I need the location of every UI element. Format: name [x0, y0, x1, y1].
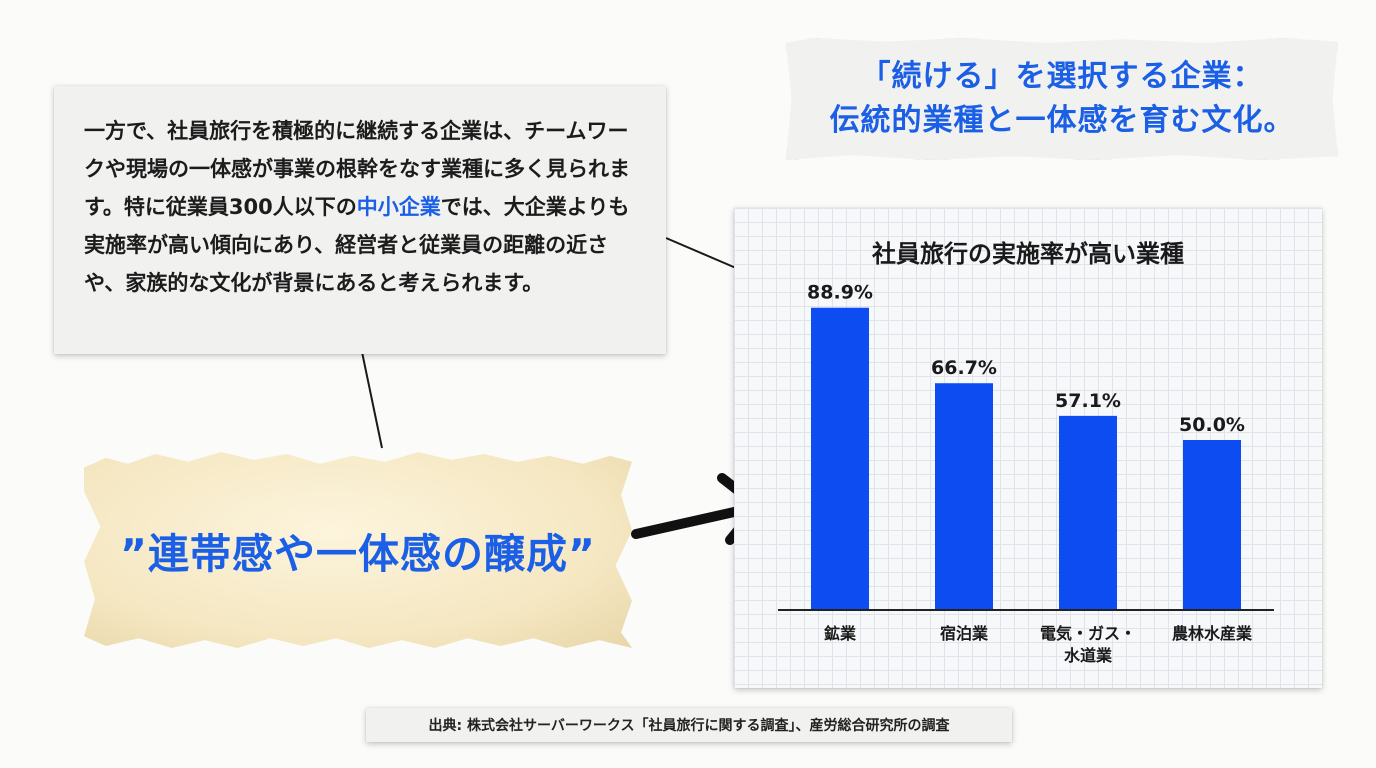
source-note: 出典: 株式会社サーバーワークス「社員旅行に関する調査」、産労総合研究所の調査: [366, 708, 1012, 742]
category-label-2: 宿泊業: [940, 624, 989, 643]
description-card: 一方で、社員旅行を積極的に継続する企業は、チームワークや現場の一体感が事業の根幹…: [54, 86, 666, 354]
data-label-1: 88.9%: [807, 282, 873, 304]
bar-chart: 社員旅行の実施率が高い業種 88.9% 鉱業 66.7% 宿泊業 57.1% 電気・ガス・水…: [778, 240, 1274, 665]
category-label-3-line-2: 水道業: [1064, 646, 1113, 665]
data-label-2: 66.7%: [931, 357, 997, 379]
chart-card: 社員旅行の実施率が高い業種 88.9% 鉱業 66.7% 宿泊業 57.1% 電気・ガス・水…: [734, 208, 1322, 688]
bar-4: [1183, 440, 1241, 610]
quote-paper: ”連帯感や一体感の醸成”: [84, 452, 632, 648]
headline-line-1: 「続ける」を選択する企業：: [860, 59, 1264, 94]
description-text-1: 一方で、社員旅行を積極的に継続する企業は、チームワークや現場の一体感が事業の根幹…: [84, 119, 630, 219]
data-label-4: 50.0%: [1179, 414, 1245, 436]
bar-1: [811, 307, 869, 610]
connector-line-quote: [361, 351, 383, 449]
description-highlight: 中小企業: [356, 195, 441, 219]
category-label-3: 電気・ガス・: [1040, 624, 1136, 643]
category-label-4: 農林水産業: [1172, 624, 1253, 643]
data-label-3: 57.1%: [1055, 390, 1121, 412]
source-text: 出典: 株式会社サーバーワークス「社員旅行に関する調査」、産労総合研究所の調査: [428, 718, 950, 734]
quote-text: ”連帯感や一体感の醸成”: [120, 530, 596, 578]
category-label-1: 鉱業: [824, 624, 857, 643]
connector-line-chart: [665, 237, 737, 269]
bar-3: [1059, 415, 1117, 610]
chart-title: 社員旅行の実施率が高い業種: [872, 240, 1184, 268]
headline-card: 「続ける」を選択する企業： 伝統的業種と一体感を育む文化。: [786, 38, 1338, 160]
description-text-2: では、大企業よりも実施率が高い傾向にあり、経営者と従業員の距離の近さや、家族的な…: [84, 195, 630, 295]
bar-2: [935, 383, 993, 610]
headline-line-2: 伝統的業種と一体感を育む文化。: [829, 103, 1295, 138]
